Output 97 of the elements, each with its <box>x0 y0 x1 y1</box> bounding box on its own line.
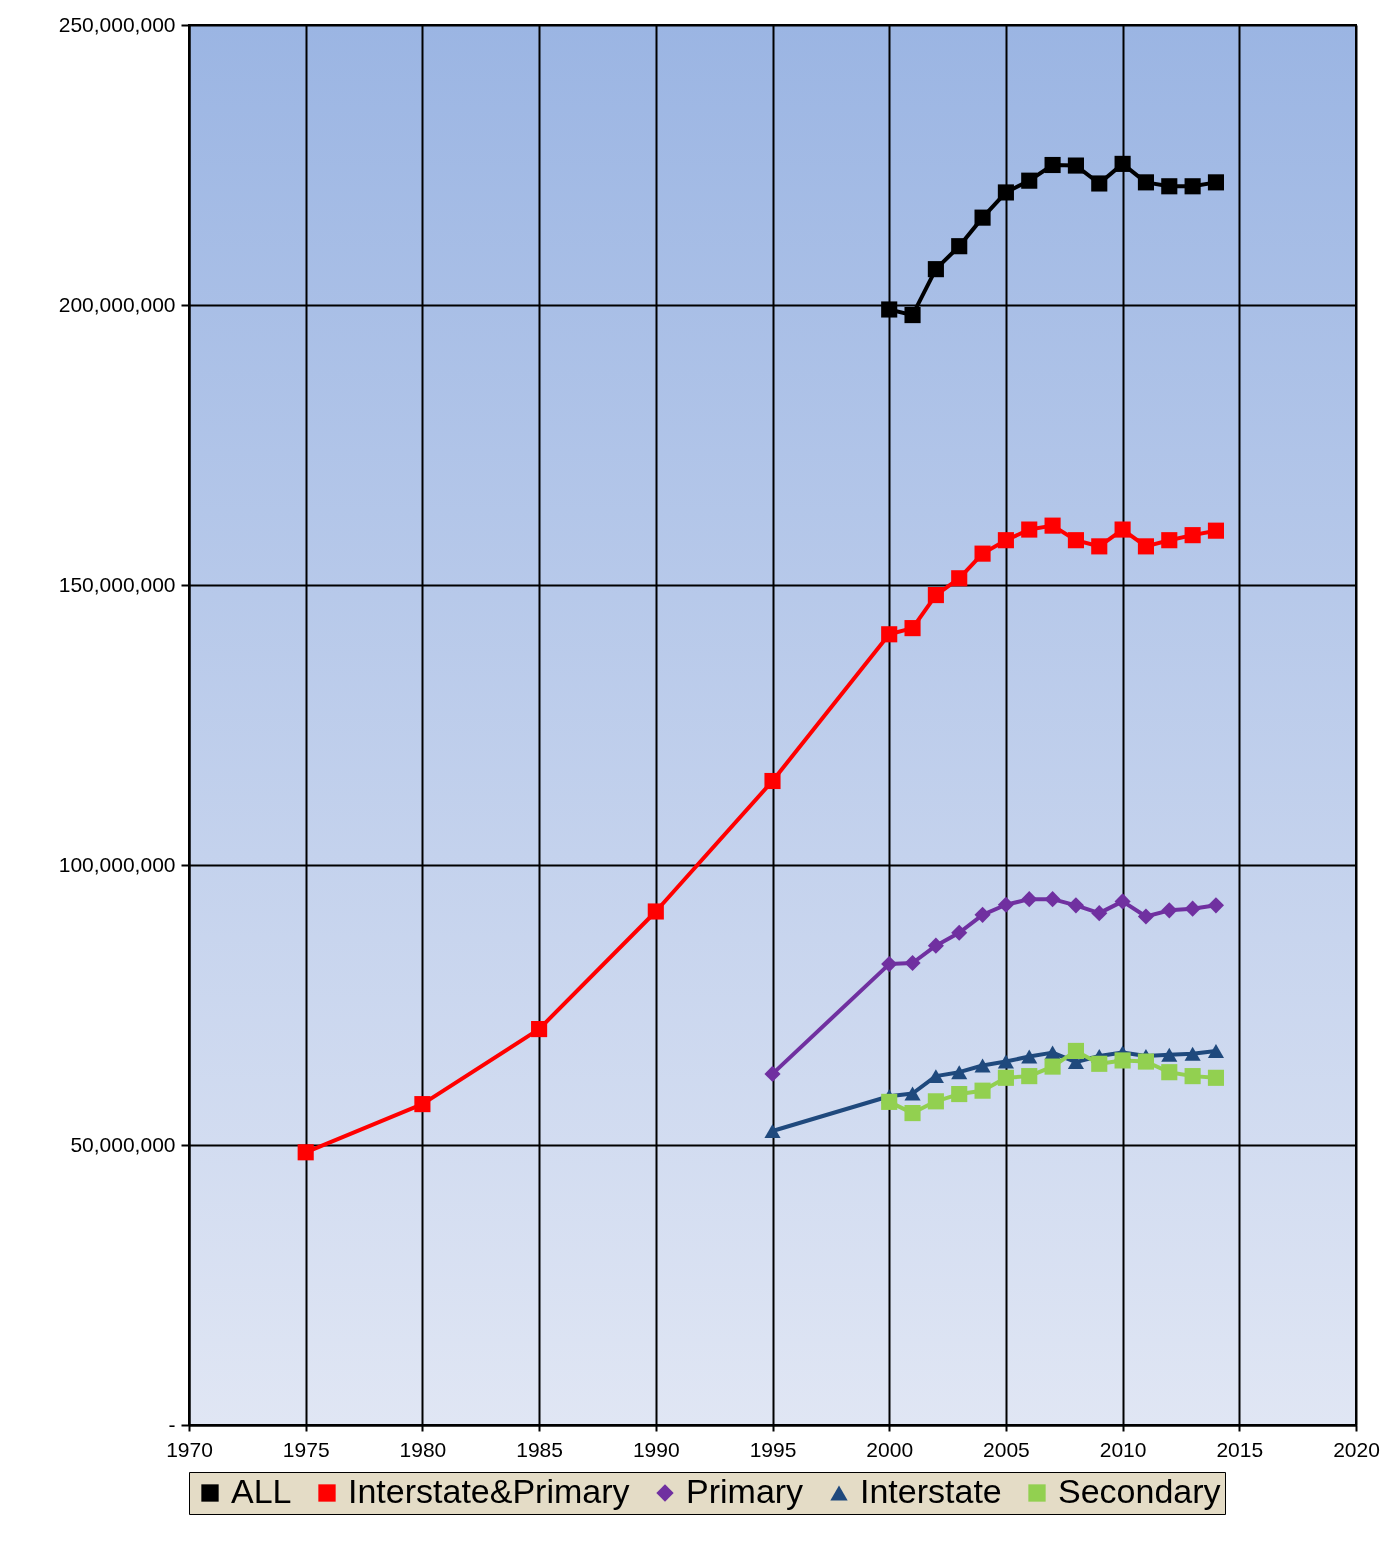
point <box>1161 532 1178 549</box>
point <box>764 1124 781 1138</box>
point <box>951 1065 968 1080</box>
point <box>927 1093 944 1110</box>
point <box>951 924 968 941</box>
point <box>904 620 921 637</box>
point <box>904 1086 921 1101</box>
x-tick-label: 1980 <box>399 1437 447 1461</box>
point <box>951 1085 968 1103</box>
point <box>1161 902 1178 919</box>
point <box>531 1021 548 1038</box>
point <box>1137 908 1154 925</box>
point <box>1114 1052 1131 1069</box>
point <box>1114 893 1131 910</box>
point <box>1044 891 1061 908</box>
point <box>1067 532 1084 549</box>
point <box>1067 897 1084 914</box>
point <box>1114 521 1131 538</box>
x-tick-label: 1975 <box>282 1437 330 1461</box>
point <box>881 301 898 318</box>
legend-label: Primary <box>686 1472 804 1510</box>
point <box>1184 527 1201 544</box>
x-tick-label: 2005 <box>983 1437 1030 1461</box>
point <box>1021 521 1038 538</box>
point <box>1091 1055 1108 1072</box>
point <box>764 1065 781 1082</box>
point <box>997 1054 1014 1069</box>
point <box>997 184 1014 201</box>
point <box>1184 1068 1201 1085</box>
point <box>1184 1046 1201 1061</box>
point <box>1207 1069 1225 1086</box>
point <box>951 570 968 587</box>
x-tick-label: 1995 <box>749 1437 797 1461</box>
legend-label: Interstate <box>860 1472 1002 1510</box>
point <box>881 956 898 973</box>
point <box>1044 1058 1061 1075</box>
point <box>764 772 781 790</box>
point <box>881 626 898 643</box>
point <box>1044 517 1061 534</box>
y-tick-label: 50,000,000 <box>70 1132 176 1156</box>
point <box>1091 905 1108 922</box>
y-tick-label: 100,000,000 <box>58 852 176 876</box>
point <box>951 238 968 255</box>
point <box>1184 178 1201 195</box>
legend-label: Interstate&Primary <box>348 1472 630 1510</box>
point <box>904 307 921 324</box>
point <box>904 1105 921 1122</box>
point <box>1137 538 1154 555</box>
point <box>1137 174 1154 191</box>
point <box>297 1144 314 1161</box>
point <box>1021 1049 1038 1064</box>
point <box>927 587 944 604</box>
point <box>881 1093 898 1110</box>
x-tick-label: 2015 <box>1216 1437 1264 1461</box>
point <box>1161 1064 1178 1081</box>
point <box>974 209 991 226</box>
point <box>1184 900 1201 917</box>
y-tick-label: 200,000,000 <box>58 292 176 316</box>
point <box>997 532 1014 549</box>
point <box>1044 156 1061 174</box>
point <box>974 545 991 562</box>
x-tick-label: 2000 <box>866 1437 914 1461</box>
point <box>1021 891 1038 908</box>
point <box>1021 172 1038 189</box>
legend-label: ALL <box>231 1472 292 1510</box>
y-tick-label: 250,000,000 <box>58 12 176 36</box>
point <box>1021 1068 1038 1085</box>
x-tick-label: 1990 <box>632 1437 680 1461</box>
point <box>647 903 664 920</box>
point <box>974 1058 991 1073</box>
point <box>1207 897 1225 914</box>
point <box>1207 174 1225 191</box>
point <box>1067 1042 1084 1059</box>
point <box>1137 1053 1154 1070</box>
point <box>904 954 921 972</box>
point <box>1067 157 1084 174</box>
point <box>1207 1043 1225 1058</box>
point <box>927 937 944 954</box>
y-tick-label: 150,000,000 <box>58 572 176 596</box>
point <box>974 1082 991 1099</box>
x-tick-label: 2020 <box>1333 1437 1380 1461</box>
point <box>414 1096 431 1113</box>
point <box>974 906 991 923</box>
point <box>997 896 1014 913</box>
point <box>1091 175 1108 192</box>
x-tick-label: 1970 <box>166 1437 213 1461</box>
point <box>1114 155 1131 172</box>
point <box>997 1069 1014 1086</box>
x-tick-label: 2010 <box>1099 1437 1147 1461</box>
y-tick-label: - <box>168 1412 176 1436</box>
point <box>1161 1047 1178 1062</box>
x-tick-label: 1985 <box>516 1437 563 1461</box>
point <box>1207 522 1225 539</box>
point <box>1091 538 1108 555</box>
point <box>1161 178 1178 195</box>
point <box>927 261 944 278</box>
legend-label: Secondary <box>1058 1472 1221 1510</box>
